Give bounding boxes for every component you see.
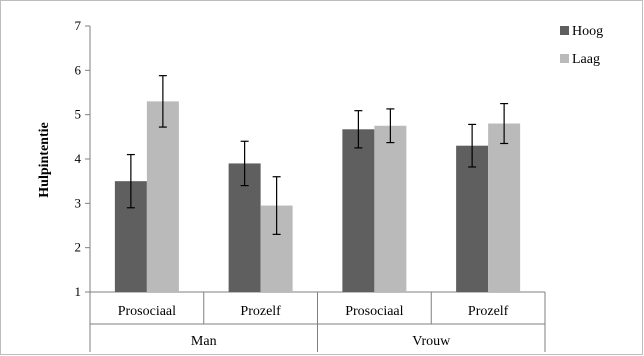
bar-laag bbox=[146, 101, 179, 292]
bar-laag bbox=[374, 125, 407, 292]
y-tick-label: 6 bbox=[75, 62, 82, 77]
legend-label-hoog: Hoog bbox=[572, 24, 603, 39]
bar-hoog bbox=[342, 129, 375, 292]
bar-laag bbox=[488, 123, 521, 293]
bar-hoog bbox=[456, 145, 489, 292]
y-tick-label: 7 bbox=[75, 18, 82, 33]
legend-label-laag: Laag bbox=[572, 52, 600, 67]
legend-swatch-laag bbox=[560, 54, 569, 63]
y-tick-label: 2 bbox=[75, 240, 82, 255]
y-tick-label: 3 bbox=[75, 195, 82, 210]
y-tick-label: 1 bbox=[75, 284, 82, 299]
y-tick-label: 5 bbox=[75, 107, 82, 122]
y-axis-title: Hulpintentie bbox=[37, 122, 52, 197]
x-group-label: Vrouw bbox=[412, 334, 451, 349]
y-axis-title-text: Hulpintentie bbox=[37, 122, 52, 197]
x-tick-label: Prosociaal bbox=[345, 304, 403, 319]
x-tick-label: Prozelf bbox=[468, 304, 509, 319]
x-tick-label: Prozelf bbox=[240, 304, 281, 319]
x-group-label: Man bbox=[191, 334, 217, 349]
legend: Hoog Laag bbox=[560, 24, 603, 67]
y-tick-label: 4 bbox=[75, 151, 82, 166]
legend-swatch-hoog bbox=[560, 26, 569, 35]
plot-area: 1 2 3 4 5 6 7 Prosociaal Prozelf Prosociaal Prozel… bbox=[75, 18, 546, 352]
x-tick-label: Prosociaal bbox=[118, 304, 176, 319]
